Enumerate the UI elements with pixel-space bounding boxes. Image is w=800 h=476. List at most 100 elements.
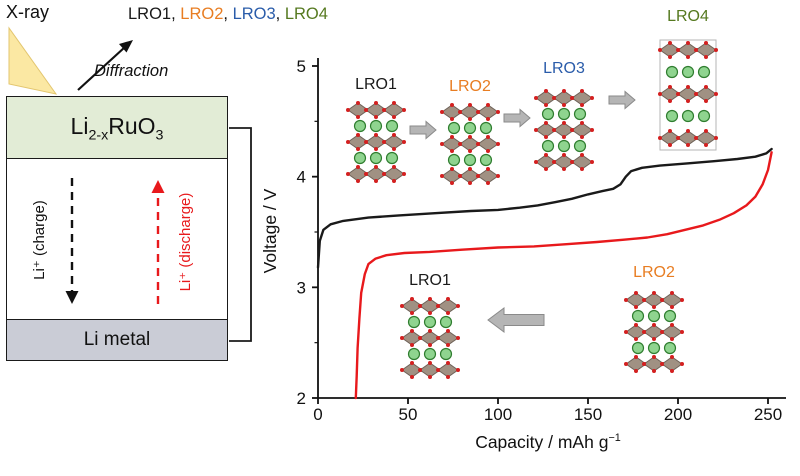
ruo6-octahedron (661, 356, 683, 372)
legend-separator: , (171, 5, 181, 23)
oxygen-atom (704, 143, 708, 147)
oxygen-atom (496, 174, 500, 178)
oxygen-atom (680, 362, 684, 366)
oxygen-atom (652, 337, 656, 341)
legend-lro4: LRO4 (284, 5, 328, 23)
phase-label-lro1-top: LRO1 (355, 76, 397, 93)
charge-direction-label: Li⁺ (charge) (31, 200, 48, 280)
oxygen-atom (374, 165, 378, 169)
ruo6-octahedron (571, 154, 593, 170)
x-tick-label: 50 (399, 405, 418, 424)
oxygen-atom (658, 48, 662, 52)
oxygen-atom (652, 291, 656, 295)
oxygen-atom (668, 129, 672, 133)
oxygen-atom (446, 311, 450, 315)
oxygen-atom (686, 55, 690, 59)
x-tick-label: 100 (484, 405, 512, 424)
lithium-atom (407, 315, 421, 329)
oxygen-atom (658, 92, 662, 96)
oxygen-atom (440, 110, 444, 114)
oxygen-atom (402, 140, 406, 144)
lithium-atom (663, 309, 677, 323)
oxygen-atom (562, 153, 566, 157)
oxygen-atom (704, 55, 708, 59)
oxygen-atom (534, 96, 538, 100)
oxygen-atom (400, 336, 404, 340)
oxygen-atom (456, 368, 460, 372)
y-tick-label: 4 (297, 168, 306, 187)
x-tick-label: 200 (664, 405, 692, 424)
ruo6-octahedron (661, 292, 683, 308)
oxygen-atom (634, 305, 638, 309)
oxygen-atom (410, 311, 414, 315)
oxygen-atom (642, 330, 646, 334)
oxygen-atom (402, 108, 406, 112)
oxygen-atom (686, 41, 690, 45)
legend-lro1: LRO1 (128, 5, 172, 23)
lro-phase-legend: LRO1, LRO2, LRO3, LRO4 (128, 5, 328, 24)
oxygen-atom (652, 355, 656, 359)
oxygen-atom (400, 304, 404, 308)
lithium-atom (557, 139, 571, 153)
discharge-direction-label: Li⁺ (discharge) (177, 192, 194, 292)
ruo6-octahedron (571, 90, 593, 106)
ruo6-octahedron (477, 168, 499, 184)
oxygen-atom (580, 103, 584, 107)
oxygen-atom (670, 369, 674, 373)
oxygen-atom (428, 329, 432, 333)
oxygen-atom (450, 149, 454, 153)
oxygen-atom (704, 99, 708, 103)
oxygen-atom (456, 304, 460, 308)
oxygen-atom (356, 101, 360, 105)
oxygen-atom (418, 304, 422, 308)
oxygen-atom (670, 291, 674, 295)
lithium-atom (463, 153, 477, 167)
oxygen-atom (356, 133, 360, 137)
oxygen-atom (652, 369, 656, 373)
lithium-atom (681, 109, 695, 123)
y-tick-label: 2 (297, 389, 306, 408)
oxygen-atom (450, 167, 454, 171)
oxygen-atom (714, 136, 718, 140)
battery-cell-stack: Li2-xRuO3 Li metal (6, 96, 228, 361)
oxygen-atom (392, 101, 396, 105)
ruo6-octahedron (437, 362, 459, 378)
oxygen-atom (668, 41, 672, 45)
oxygen-atom (356, 165, 360, 169)
oxygen-atom (486, 167, 490, 171)
phase-label-lro1-bottom: LRO1 (409, 272, 451, 289)
oxygen-atom (364, 140, 368, 144)
oxygen-atom (714, 48, 718, 52)
oxygen-atom (486, 149, 490, 153)
transition-arrow (503, 108, 531, 128)
lithium-atom (479, 121, 493, 135)
oxygen-atom (410, 343, 414, 347)
oxygen-atom (468, 181, 472, 185)
oxygen-atom (652, 323, 656, 327)
oxygen-atom (496, 142, 500, 146)
oxygen-atom (694, 92, 698, 96)
oxygen-atom (624, 330, 628, 334)
oxygen-atom (668, 55, 672, 59)
oxygen-atom (634, 323, 638, 327)
oxygen-atom (544, 121, 548, 125)
y-axis-label: Voltage / V (260, 188, 280, 274)
lithium-atom (423, 315, 437, 329)
ruo6-octahedron (695, 130, 717, 146)
oxygen-atom (670, 337, 674, 341)
oxygen-atom (670, 305, 674, 309)
oxygen-atom (694, 136, 698, 140)
phase-label-lro3-top: LRO3 (543, 60, 585, 77)
oxygen-atom (446, 361, 450, 365)
lithium-atom (385, 151, 399, 165)
oxygen-atom (590, 96, 594, 100)
oxygen-atom (580, 89, 584, 93)
oxygen-atom (450, 135, 454, 139)
oxygen-atom (458, 174, 462, 178)
lithium-atom (663, 341, 677, 355)
oxygen-atom (356, 115, 360, 119)
oxygen-atom (476, 110, 480, 114)
oxygen-atom (680, 298, 684, 302)
oxygen-atom (680, 330, 684, 334)
x-tick-label: 150 (574, 405, 602, 424)
